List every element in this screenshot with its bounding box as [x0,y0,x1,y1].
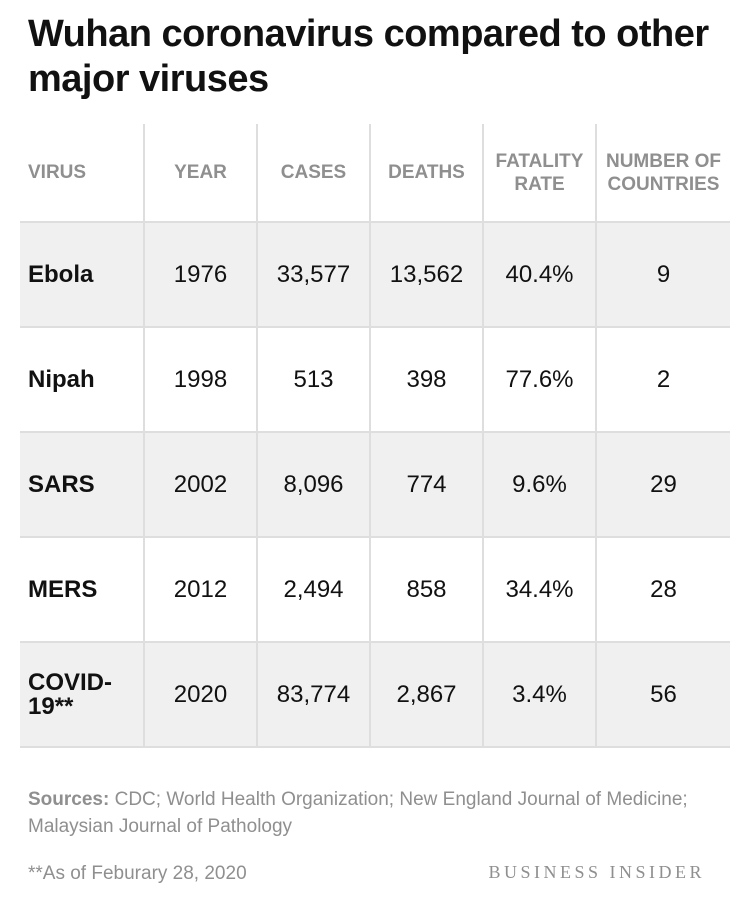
cell-countries: 28 [596,536,730,642]
table-row: COVID-19** 2020 83,774 2,867 3.4% 56 [20,641,730,748]
chart-title: Wuhan coronavirus compared to other majo… [28,13,709,100]
cell-year: 1998 [144,326,258,432]
cell-deaths: 2,867 [370,641,484,748]
cell-virus: Nipah [20,326,145,432]
cell-cases: 2,494 [257,536,371,642]
cell-year: 2002 [144,431,258,537]
cell-year: 1976 [144,221,258,327]
table-row: Ebola 1976 33,577 13,562 40.4% 9 [20,221,730,327]
cell-year: 2020 [144,641,258,748]
brand-logo: BUSINESS INSIDER [488,862,705,882]
footnote: **As of Feburary 28, 2020 [28,863,247,884]
cell-virus: SARS [20,431,145,537]
cell-year: 2012 [144,536,258,642]
cell-countries: 2 [596,326,730,432]
column-header-number-of-countries: NUMBER OF COUNTRIES [596,124,730,222]
sources-label: Sources: [28,789,110,810]
cell-fatality-rate: 34.4% [483,536,597,642]
cell-deaths: 858 [370,536,484,642]
table-row: Nipah 1998 513 398 77.6% 2 [20,326,730,432]
cell-deaths: 13,562 [370,221,484,327]
table-body: Ebola 1976 33,577 13,562 40.4% 9 Nipah 1998 513 3… [20,221,730,748]
cell-fatality-rate: 9.6% [483,431,597,537]
virus-comparison-table: VIRUS YEAR CASES DEATHS FATALITY RATE NU… [20,124,730,748]
cell-fatality-rate: 40.4% [483,221,597,327]
sources-note: Sources: CDC; World Health Organization;… [28,786,718,840]
cell-countries: 29 [596,431,730,537]
column-header-cases: CASES [257,124,371,222]
cell-countries: 9 [596,221,730,327]
column-header-virus: VIRUS [20,124,145,222]
cell-deaths: 398 [370,326,484,432]
cell-cases: 8,096 [257,431,371,537]
data-table: VIRUS YEAR CASES DEATHS FATALITY RATE NU… [20,124,730,748]
cell-deaths: 774 [370,431,484,537]
column-header-fatality-rate: FATALITY RATE [483,124,597,222]
table-row: MERS 2012 2,494 858 34.4% 28 [20,536,730,642]
table-row: SARS 2002 8,096 774 9.6% 29 [20,431,730,537]
column-header-deaths: DEATHS [370,124,484,222]
cell-cases: 513 [257,326,371,432]
cell-cases: 83,774 [257,641,371,748]
cell-virus: MERS [20,536,145,642]
column-header-year: YEAR [144,124,258,222]
cell-countries: 56 [596,641,730,748]
cell-fatality-rate: 3.4% [483,641,597,748]
header-row: VIRUS YEAR CASES DEATHS FATALITY RATE NU… [20,124,730,222]
cell-virus: Ebola [20,221,145,327]
cell-virus: COVID-19** [20,641,145,748]
cell-fatality-rate: 77.6% [483,326,597,432]
cell-cases: 33,577 [257,221,371,327]
sources-text: CDC; World Health Organization; New Engl… [28,789,688,837]
